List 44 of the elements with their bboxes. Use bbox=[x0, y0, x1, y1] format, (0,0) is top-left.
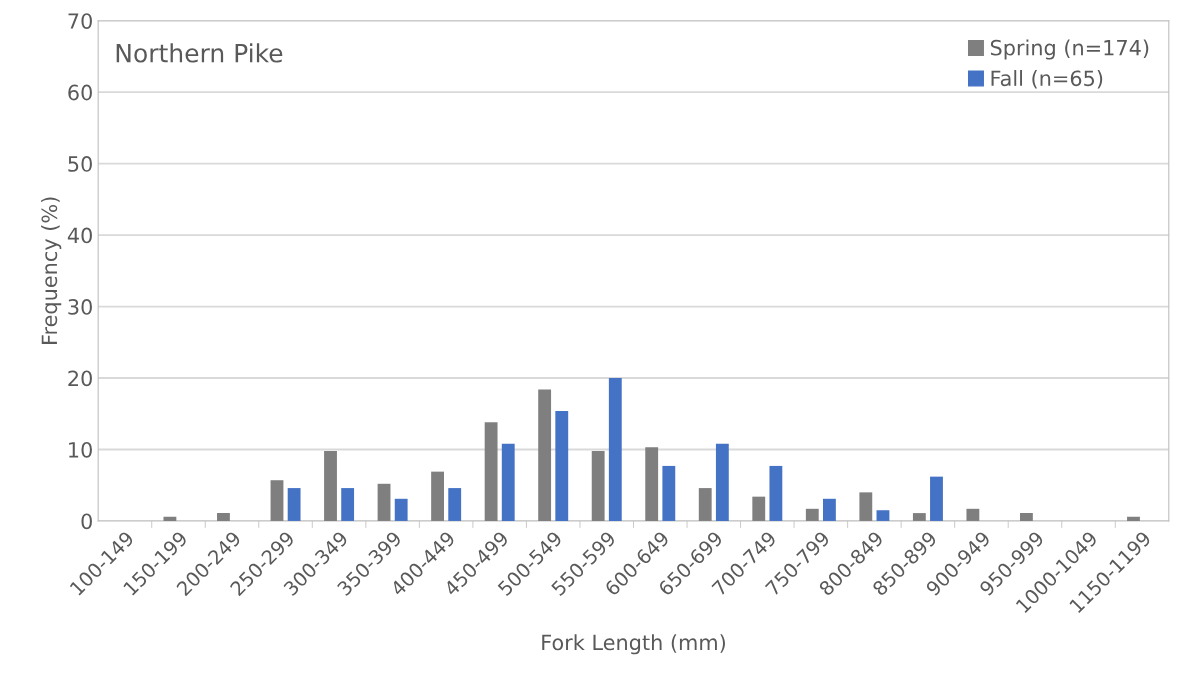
bar bbox=[163, 516, 177, 521]
bar bbox=[555, 410, 569, 521]
y-tick-label: 70 bbox=[68, 13, 92, 29]
bar bbox=[930, 476, 943, 521]
bar bbox=[484, 422, 498, 521]
bar bbox=[287, 488, 301, 521]
legend-label: Fall (n=65) bbox=[991, 70, 1103, 89]
y-tick-label: 0 bbox=[81, 513, 92, 530]
bar bbox=[876, 510, 890, 521]
legend-label: Spring (n=174) bbox=[990, 39, 1149, 60]
y-tick-label: 20 bbox=[68, 370, 92, 387]
bar bbox=[1019, 513, 1033, 521]
bar bbox=[805, 508, 819, 521]
bar bbox=[769, 465, 783, 521]
bar bbox=[591, 450, 605, 521]
y-tick-label: 40 bbox=[67, 227, 92, 244]
bar bbox=[823, 498, 836, 521]
bar bbox=[217, 513, 230, 521]
text: Northern Pike bbox=[116, 43, 283, 63]
bar bbox=[538, 389, 552, 521]
y-axis-title: Frequency (%) bbox=[41, 197, 62, 344]
bar bbox=[1127, 516, 1140, 521]
bar bbox=[448, 488, 462, 521]
bar bbox=[501, 443, 515, 521]
bar bbox=[966, 508, 980, 521]
bar bbox=[270, 480, 284, 521]
bar bbox=[377, 483, 391, 521]
bar bbox=[608, 378, 622, 521]
bar bbox=[752, 496, 766, 521]
bar bbox=[715, 443, 729, 521]
y-tick-label: 30 bbox=[68, 299, 92, 315]
bar bbox=[324, 450, 337, 521]
bar bbox=[662, 465, 676, 521]
y-tick-label: 50 bbox=[68, 156, 92, 172]
bar bbox=[341, 488, 355, 521]
bar bbox=[394, 498, 408, 521]
bar bbox=[698, 488, 712, 521]
y-tick-label: 60 bbox=[68, 84, 92, 101]
y-tick-label: 10 bbox=[69, 441, 92, 458]
x-axis-title: Fork Length (mm) bbox=[542, 634, 725, 655]
bar bbox=[645, 447, 659, 521]
bar bbox=[912, 513, 926, 521]
bar bbox=[859, 492, 873, 521]
bar bbox=[431, 471, 444, 521]
